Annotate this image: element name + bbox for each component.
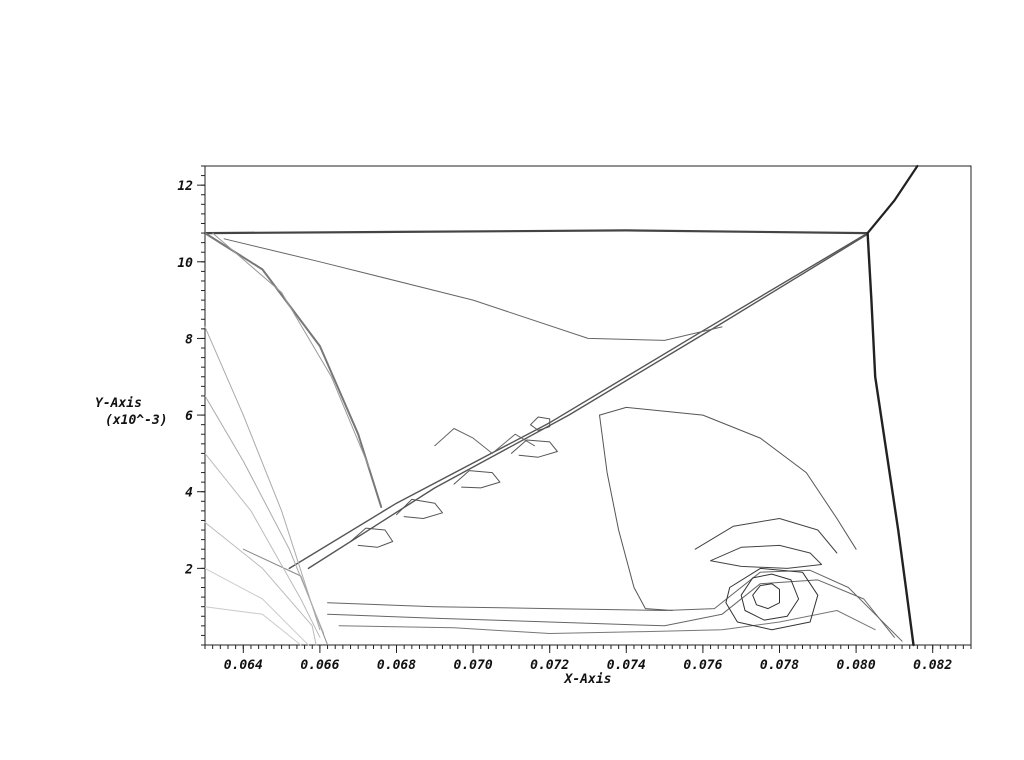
contour-vortex-inner-1 bbox=[740, 573, 800, 621]
contour-kh-roll-4 bbox=[510, 439, 558, 458]
y-tick-label: 6 bbox=[185, 409, 193, 424]
y-axis-title: Y-Axis bbox=[95, 396, 142, 411]
contour-top-shock bbox=[203, 229, 869, 235]
x-tick-label: 0.074 bbox=[607, 658, 646, 673]
contour-wall-layer-3 bbox=[338, 610, 876, 634]
x-tick-label: 0.064 bbox=[224, 658, 263, 673]
plot-frame bbox=[204, 165, 972, 646]
contour-small-bubble bbox=[530, 416, 551, 431]
y-tick-label: 10 bbox=[177, 256, 193, 271]
contour-fan-1 bbox=[204, 326, 321, 631]
y-tick-label: 2 bbox=[184, 562, 193, 577]
contour-kh-roll-2 bbox=[396, 498, 443, 519]
y-axis-multiplier: (x10^-3) bbox=[105, 413, 168, 428]
contour-fan-3 bbox=[204, 452, 321, 638]
x-tick-label: 0.068 bbox=[377, 658, 416, 673]
contour-kh-roll-1 bbox=[350, 527, 394, 548]
contour-mid-contour-region bbox=[599, 406, 857, 550]
x-tick-label: 0.082 bbox=[913, 658, 952, 673]
contour-lines bbox=[203, 164, 919, 647]
contour-fan-5 bbox=[204, 567, 309, 646]
x-axis-ticks: 0.064 0.066 0.068 0.070 0.072 0.074 0.076 0.078… bbox=[204, 645, 972, 673]
contour-vortex-arc-1 bbox=[694, 518, 838, 554]
y-tick-label: 8 bbox=[185, 332, 193, 347]
x-tick-label: 0.078 bbox=[760, 658, 799, 673]
y-axis-ticks: 2 4 6 8 10 12 bbox=[177, 165, 205, 646]
x-tick-label: 0.080 bbox=[837, 658, 876, 673]
contour-right-shock bbox=[866, 231, 915, 647]
contour-kh-wave-upper bbox=[434, 428, 535, 454]
contour-fan-2 bbox=[204, 395, 325, 634]
contour-vortex-arc-2 bbox=[710, 544, 823, 569]
contour-vortex-inner-3 bbox=[725, 567, 819, 631]
contour-fan-6 bbox=[204, 606, 302, 646]
contour-vortex-inner-2 bbox=[752, 583, 780, 610]
contour-upper-right-shock bbox=[866, 164, 919, 235]
x-tick-label: 0.066 bbox=[300, 658, 339, 673]
contour-wall-layer-1 bbox=[327, 569, 903, 642]
contour-mid-contour-left bbox=[599, 414, 673, 611]
x-tick-label: 0.072 bbox=[530, 658, 569, 673]
contour-upper-contact bbox=[223, 238, 723, 341]
x-axis-title: X-Axis bbox=[564, 672, 612, 687]
x-tick-label: 0.076 bbox=[683, 658, 722, 673]
contour-oblique-shock-2 bbox=[307, 233, 869, 570]
contour-wall-layer-2 bbox=[327, 579, 895, 638]
contour-fan-4 bbox=[204, 521, 317, 646]
y-tick-label: 4 bbox=[185, 486, 193, 501]
contour-curved-shock-left-inner bbox=[212, 232, 371, 470]
contour-kh-roll-3 bbox=[453, 470, 501, 489]
y-tick-label: 12 bbox=[177, 179, 193, 194]
x-tick-label: 0.070 bbox=[454, 658, 493, 673]
